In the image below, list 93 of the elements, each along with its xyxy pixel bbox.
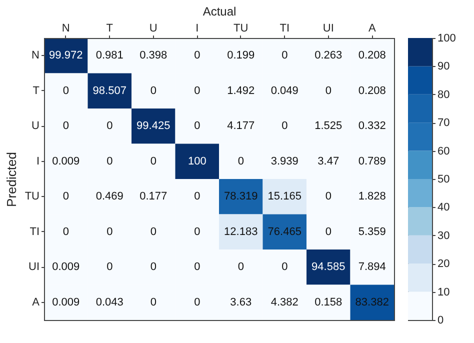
data-label: 0 [194, 50, 200, 62]
data-label: 0 [194, 84, 200, 97]
data-label: 0 [106, 155, 113, 168]
x-tick-label: I [196, 22, 199, 34]
data-label: 83.382 [355, 296, 389, 308]
data-label: 0 [194, 226, 200, 238]
data-label: 3.63 [230, 296, 252, 308]
data-label: 0.009 [52, 296, 80, 308]
data-label: 0.981 [96, 50, 124, 62]
color-bar-label: 90 [438, 60, 450, 73]
data-label: 0 [150, 261, 156, 274]
data-label: 7.894 [358, 261, 386, 274]
data-label: 0 [238, 261, 244, 274]
color-bar-label: 50 [438, 174, 450, 186]
data-label: 0 [282, 120, 288, 132]
data-label: 1.525 [314, 120, 342, 132]
color-bar-label: 20 [438, 258, 450, 270]
data-label: 0 [62, 120, 69, 132]
data-label: 0 [325, 84, 332, 97]
data-label: 3.939 [270, 155, 298, 168]
y-tick-label: A [32, 296, 40, 308]
y-tick-label: T [32, 84, 40, 97]
data-label: 3.47 [318, 155, 340, 168]
data-label: 12.183 [224, 226, 258, 238]
x-tick-label: A [368, 22, 376, 34]
data-label: 94.585 [312, 261, 346, 274]
y-tick-label: U [32, 120, 40, 132]
data-label: 0.177 [140, 190, 168, 203]
data-label: 0.158 [314, 296, 342, 308]
data-label: 100 [188, 155, 206, 168]
data-label: 15.165 [268, 190, 302, 203]
data-label: 0 [194, 261, 200, 274]
data-label: 0.009 [52, 261, 80, 274]
data-label: 0 [106, 261, 113, 274]
data-label: 0.263 [314, 50, 342, 62]
x-tick-label: UI [322, 22, 334, 34]
data-label: 0 [194, 296, 200, 308]
color-bar-label: 10 [438, 286, 450, 298]
data-label: 0 [150, 226, 156, 238]
data-label: 0.332 [358, 120, 386, 132]
data-label: 76.465 [268, 226, 302, 238]
data-label: 0.789 [358, 155, 386, 168]
color-bar-label: 40 [438, 202, 450, 214]
data-label: 0 [150, 84, 156, 97]
data-label: 4.382 [270, 296, 298, 308]
data-label: 0 [62, 84, 69, 97]
data-label: 0 [194, 190, 200, 203]
data-label: 0 [62, 226, 69, 238]
y-tick-label: TU [24, 190, 40, 203]
x-axis-title: Actual [202, 4, 236, 18]
data-label: 0 [106, 226, 113, 238]
data-label: 99.972 [49, 50, 83, 62]
data-label: 5.359 [358, 226, 386, 238]
data-label: 0.043 [96, 296, 124, 308]
x-tick-label: U [149, 22, 158, 34]
data-label: 0.469 [96, 190, 124, 203]
x-tick-label: N [62, 22, 70, 34]
y-tick-label: I [36, 155, 40, 168]
data-label: 0.199 [227, 50, 255, 62]
color-bar-label: 70 [438, 117, 450, 130]
x-tick-label: T [106, 22, 114, 34]
y-axis-title: Predicted [4, 152, 19, 207]
x-tick-label: TI [280, 22, 290, 34]
data-label: 0.398 [140, 50, 168, 62]
x-tick-label: TU [234, 22, 248, 34]
data-label: 0.049 [270, 84, 298, 97]
data-label: 0 [150, 155, 156, 168]
y-tick-label: UI [28, 261, 40, 274]
data-label: 0 [238, 155, 244, 168]
data-label: 0.009 [52, 155, 80, 168]
data-label: 0 [150, 296, 156, 308]
data-label: 98.507 [92, 84, 126, 97]
data-label: 0 [282, 261, 288, 274]
data-label: 0 [325, 226, 332, 238]
color-bar-label: 0 [438, 314, 444, 326]
color-bar-label: 60 [438, 145, 450, 158]
y-tick-label: N [32, 50, 40, 62]
data-label: 1.828 [358, 190, 386, 203]
data-label: 99.425 [136, 120, 170, 132]
data-label: 1.492 [227, 84, 255, 97]
data-label: 0 [62, 190, 69, 203]
data-label: 0 [325, 190, 332, 203]
data-label: 4.177 [227, 120, 255, 132]
data-label: 0.208 [358, 50, 386, 62]
color-bar-label: 100 [438, 32, 456, 44]
y-tick-label: TI [30, 226, 40, 238]
data-label: 0.208 [358, 84, 386, 97]
data-label: 0 [106, 120, 113, 132]
data-label: 78.319 [224, 190, 258, 203]
data-label: 0 [282, 50, 288, 62]
color-bar-label: 80 [438, 88, 450, 101]
data-label: 0 [194, 120, 200, 132]
color-bar-label: 30 [438, 230, 450, 242]
